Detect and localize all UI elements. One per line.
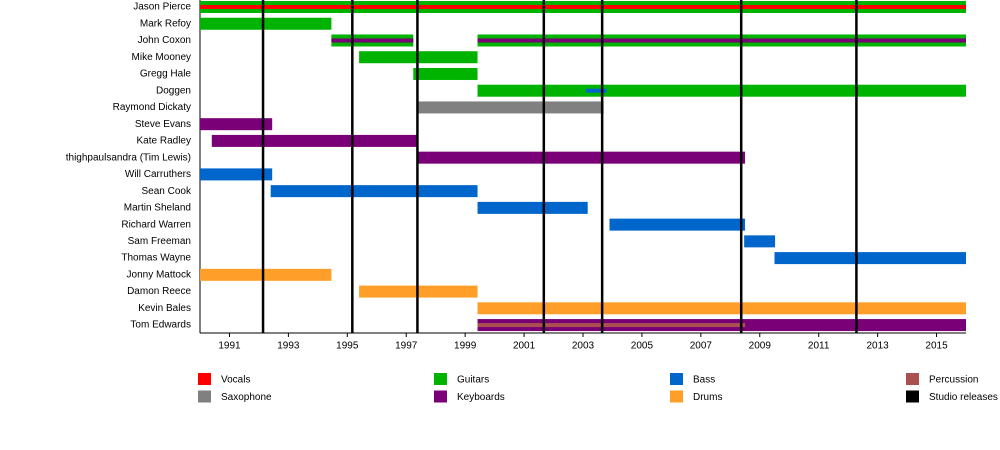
legend-label: Percussion xyxy=(929,375,978,386)
member-bar xyxy=(418,101,604,114)
member-bar xyxy=(200,168,273,181)
x-tick-label: 2007 xyxy=(690,341,713,352)
x-tick-label: 1991 xyxy=(218,341,241,352)
legend-swatch xyxy=(198,373,211,385)
legend-swatch xyxy=(906,390,919,403)
member-name: Kate Radley xyxy=(137,136,191,147)
legend-swatch xyxy=(434,390,447,403)
x-tick-label: 2009 xyxy=(749,341,772,352)
member-bar xyxy=(477,302,966,315)
member-name: Gregg Hale xyxy=(140,69,192,80)
member-name: Steve Evans xyxy=(135,119,191,130)
x-tick-label: 2013 xyxy=(866,341,889,352)
member-name: Richard Warren xyxy=(121,219,191,230)
legend-label: Keyboards xyxy=(457,392,505,403)
member-secondary-bar xyxy=(477,38,966,43)
member-bar xyxy=(200,17,332,30)
member-secondary-bar xyxy=(585,88,607,93)
member-name: Raymond Dickaty xyxy=(113,102,191,113)
x-tick-label: 2001 xyxy=(513,341,536,352)
member-bar xyxy=(418,151,746,164)
legend-label: Bass xyxy=(693,375,715,386)
member-secondary-bar xyxy=(200,5,966,9)
member-name: Damon Reece xyxy=(127,286,191,297)
member-name: John Coxon xyxy=(138,35,191,46)
x-tick-label: 1997 xyxy=(395,341,418,352)
legend-label: Drums xyxy=(693,392,722,403)
member-bar xyxy=(200,118,273,131)
x-tick-label: 2005 xyxy=(631,341,654,352)
x-tick-label: 2011 xyxy=(808,341,830,352)
legend-label: Vocals xyxy=(221,375,250,386)
member-name: Kevin Bales xyxy=(138,303,191,314)
x-tick-label: 2003 xyxy=(572,341,595,352)
legend-swatch xyxy=(906,373,919,385)
member-name: thighpaulsandra (Tim Lewis) xyxy=(66,152,191,163)
legend-label: Studio releases xyxy=(929,392,998,403)
member-name: Jonny Mattock xyxy=(127,269,192,280)
legend-swatch xyxy=(670,390,683,403)
member-bar xyxy=(744,235,776,248)
member-name: Mike Mooney xyxy=(132,52,191,63)
x-tick-label: 2015 xyxy=(925,341,948,352)
member-bar xyxy=(477,201,588,214)
x-tick-label: 1999 xyxy=(454,341,477,352)
member-secondary-bar xyxy=(477,323,746,328)
member-name: Doggen xyxy=(156,85,191,96)
legend-swatch xyxy=(670,373,683,385)
member-name: Tom Edwards xyxy=(130,320,191,331)
member-bar xyxy=(211,134,418,147)
legend-swatch xyxy=(198,390,211,403)
member-bar xyxy=(477,84,966,97)
member-bar xyxy=(774,252,966,265)
x-tick-label: 1995 xyxy=(336,341,359,352)
member-secondary-bar xyxy=(331,38,414,43)
x-tick-label: 1993 xyxy=(277,341,300,352)
member-name: Sean Cook xyxy=(142,186,192,197)
member-bar xyxy=(609,218,746,231)
member-name: Martin Sheland xyxy=(124,203,191,214)
legend-swatch xyxy=(434,373,447,385)
member-name: Sam Freeman xyxy=(128,236,191,247)
member-name: Thomas Wayne xyxy=(121,253,191,264)
member-name: Mark Refoy xyxy=(140,18,191,29)
legend-label: Guitars xyxy=(457,375,489,386)
member-bar xyxy=(413,67,478,80)
legend-label: Saxophone xyxy=(221,392,272,403)
member-bar xyxy=(200,268,332,281)
member-name: Jason Pierce xyxy=(133,2,191,13)
member-name: Will Carruthers xyxy=(125,169,191,180)
member-bar xyxy=(270,185,478,198)
